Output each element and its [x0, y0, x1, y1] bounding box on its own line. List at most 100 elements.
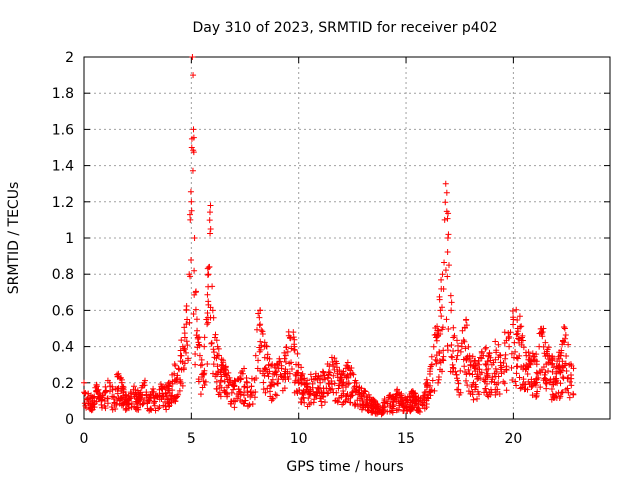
data-point [429, 377, 436, 384]
data-point [396, 400, 403, 407]
data-point [273, 371, 280, 378]
data-point [323, 385, 330, 392]
data-point [567, 372, 574, 379]
data-point [309, 380, 316, 387]
data-point [508, 350, 515, 357]
data-point [435, 374, 442, 381]
data-point [423, 376, 430, 383]
data-point [513, 363, 520, 370]
data-point [190, 310, 197, 317]
y-tick-label: 0.4 [52, 340, 74, 356]
data-point [542, 369, 549, 376]
data-point [131, 403, 138, 410]
data-point [512, 348, 519, 355]
data-point [394, 390, 401, 397]
data-point [488, 361, 495, 368]
data-point [347, 399, 354, 406]
data-point [454, 386, 461, 393]
data-point [487, 391, 494, 398]
data-point [222, 363, 229, 370]
data-point [360, 401, 367, 408]
data-point [330, 372, 337, 379]
data-point [268, 397, 275, 404]
data-point [319, 368, 326, 375]
data-point [179, 343, 186, 350]
data-point [249, 400, 256, 407]
data-point [496, 351, 503, 358]
y-tick-label: 1.4 [52, 159, 74, 175]
data-point [213, 371, 220, 378]
data-point [554, 358, 561, 365]
data-point [570, 365, 577, 372]
data-point [266, 355, 273, 362]
data-point [470, 396, 477, 403]
y-tick-label: 1.2 [52, 195, 74, 211]
data-point [531, 378, 538, 385]
data-point [497, 352, 504, 359]
data-point [189, 167, 196, 174]
data-point [130, 383, 137, 390]
data-point [503, 363, 510, 370]
data-point [292, 377, 299, 384]
data-point [448, 342, 455, 349]
data-point [455, 347, 462, 354]
data-point [408, 388, 415, 395]
data-point [439, 271, 446, 278]
data-point [211, 334, 218, 341]
data-point [358, 393, 365, 400]
data-point [317, 379, 324, 386]
data-point [257, 307, 264, 314]
data-point [541, 350, 548, 357]
data-point [257, 346, 264, 353]
data-point [200, 378, 207, 385]
data-point [557, 352, 564, 359]
data-point [542, 375, 549, 382]
data-point [542, 339, 549, 346]
data-point [348, 365, 355, 372]
data-point [222, 370, 229, 377]
data-point [191, 291, 198, 298]
data-point [305, 388, 312, 395]
data-point [458, 343, 465, 350]
data-point [521, 381, 528, 388]
data-point [112, 406, 119, 413]
data-point [444, 249, 451, 256]
data-point [174, 393, 181, 400]
data-point [337, 374, 344, 381]
data-point [218, 384, 225, 391]
data-point [565, 374, 572, 381]
data-point [326, 380, 333, 387]
data-point [544, 346, 551, 353]
data-point [360, 390, 367, 397]
data-point [312, 370, 319, 377]
data-point [265, 373, 272, 380]
data-point [432, 356, 439, 363]
data-point [525, 349, 532, 356]
data-point [455, 380, 462, 387]
data-point [184, 355, 191, 362]
data-point [340, 368, 347, 375]
data-point [403, 397, 410, 404]
data-point [120, 388, 127, 395]
y-tick-label: 0.6 [52, 303, 74, 319]
data-point [221, 378, 228, 385]
data-point [438, 276, 445, 283]
data-point [548, 396, 555, 403]
data-point [81, 400, 88, 407]
data-point [136, 394, 143, 401]
data-point [557, 393, 564, 400]
data-point [204, 291, 211, 298]
data-point [199, 361, 206, 368]
data-point [236, 375, 243, 382]
y-axis: 0 0.2 0.4 0.6 0.8 1 1.2 1.4 1.6 1.8 2 [52, 50, 610, 428]
data-point [168, 399, 175, 406]
data-point [457, 348, 464, 355]
data-point [426, 368, 433, 375]
data-point [344, 359, 351, 366]
data-point [186, 319, 193, 326]
data-point [204, 310, 211, 317]
x-axis-label: GPS time / hours [286, 459, 403, 475]
data-point [197, 391, 204, 398]
data-point [444, 215, 451, 222]
data-point [324, 375, 331, 382]
